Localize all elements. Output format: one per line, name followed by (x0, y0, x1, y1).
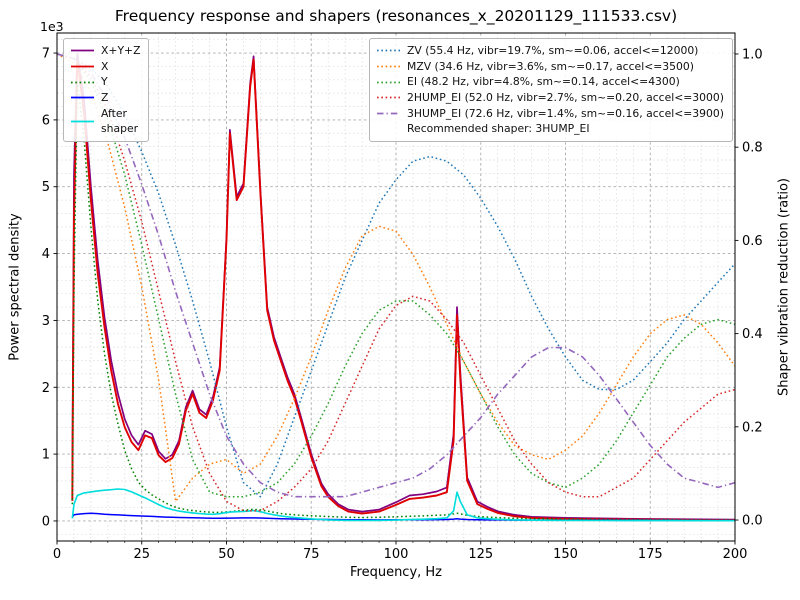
curve-x (71, 58, 735, 522)
legend-item: Y (70, 74, 140, 90)
legend-item: MZV (34.6 Hz, vibr=3.6%, sm~=0.17, accel… (376, 59, 724, 75)
legend-label: 3HUMP_EI (72.6 Hz, vibr=1.4%, sm~=0.16, … (407, 106, 724, 120)
legend-label: ZV (55.4 Hz, vibr=19.7%, sm~=0.06, accel… (407, 44, 699, 57)
legend-item: Z (70, 90, 140, 106)
legend-line-sample (377, 65, 401, 68)
y-left-tick-label: 7 (42, 47, 50, 62)
x-tick-label: 125 (468, 547, 493, 562)
legend-label: After shaper (101, 106, 139, 136)
y-right-tick-label: 1.0 (742, 47, 763, 62)
curves-group (57, 52, 735, 522)
x-tick-label: 0 (53, 547, 61, 562)
legend-label: X+Y+Z (101, 44, 141, 57)
y-left-tick-label: 2 (42, 381, 50, 396)
y-left-tick-label: 0 (42, 514, 50, 529)
legend-line-sample (377, 81, 401, 83)
legend-label: Y (101, 75, 108, 89)
shaper-legend: ZV (55.4 Hz, vibr=19.7%, sm~=0.06, accel… (369, 38, 733, 142)
legend-item: EI (48.2 Hz, vibr=4.8%, sm~=0.14, accel<… (376, 74, 724, 90)
legend-item: 2HUMP_EI (52.0 Hz, vibr=2.7%, sm~=0.20, … (376, 90, 724, 106)
y-axis-label-left: Power spectral density (7, 213, 23, 361)
chart-title: Frequency response and shapers (resonanc… (114, 7, 678, 25)
curve-after-shaper (71, 488, 735, 522)
legend-label: X (101, 59, 109, 73)
x-tick-label: 25 (133, 547, 150, 562)
legend-line-sample (71, 96, 94, 99)
legend-item: X+Y+Z (70, 43, 140, 59)
y-right-tick-label: 0.0 (742, 514, 763, 529)
legend-line-sample (71, 65, 94, 68)
x-tick-label: 50 (218, 547, 235, 562)
legend-spacer (376, 124, 401, 135)
x-tick-label: 75 (303, 547, 320, 562)
y-left-tick-label: 1 (42, 448, 50, 463)
legend-label: EI (48.2 Hz, vibr=4.8%, sm~=0.14, accel<… (407, 75, 680, 89)
curve-ei (57, 53, 735, 498)
legend-line-sample (71, 49, 94, 52)
legend-label: 2HUMP_EI (52.0 Hz, vibr=2.7%, sm~=0.20, … (407, 90, 724, 104)
legend-item: Recommended shaper: 3HUMP_EI (376, 121, 724, 137)
y-left-tick-label: 3 (42, 314, 50, 329)
legend-label: Z (101, 90, 109, 104)
curve-y (71, 79, 735, 521)
curve-mzv (57, 53, 735, 503)
y-axis-label-right: Shaper vibration reduction (ratio) (776, 178, 792, 396)
x-tick-label: 200 (723, 547, 748, 562)
x-tick-label: 175 (638, 547, 663, 562)
psd-legend: X+Y+Z X Y Z After shaper (63, 38, 150, 142)
y-right-tick-label: 0.8 (742, 141, 763, 156)
legend-item: ZV (55.4 Hz, vibr=19.7%, sm~=0.06, accel… (376, 43, 724, 59)
x-tick-label: 100 (384, 547, 409, 562)
legend-label: Recommended shaper: 3HUMP_EI (407, 122, 590, 136)
legend-item: 3HUMP_EI (72.6 Hz, vibr=1.4%, sm~=0.16, … (376, 106, 724, 122)
x-axis-label: Frequency, Hz (349, 565, 443, 580)
curve-z (71, 512, 735, 522)
x-tick-label: 150 (553, 547, 578, 562)
legend-line-sample (377, 96, 401, 99)
legend-label: MZV (34.6 Hz, vibr=3.6%, sm~=0.17, accel… (407, 59, 694, 73)
y-left-tick-label: 5 (42, 180, 50, 195)
legend-item: X (70, 59, 140, 75)
y-axis-offset-text: 1e3 (40, 19, 64, 34)
y-right-tick-label: 0.6 (742, 234, 763, 249)
legend-line-sample (377, 112, 401, 115)
legend-item: After shaper (70, 106, 140, 137)
y-left-tick-label: 4 (42, 247, 50, 262)
legend-line-sample (71, 81, 94, 83)
y-right-tick-label: 0.2 (742, 420, 763, 435)
legend-line-sample (71, 120, 94, 123)
y-right-tick-label: 0.4 (742, 327, 763, 342)
curve-3hump-ei (57, 53, 735, 498)
legend-line-sample (377, 49, 401, 52)
y-left-tick-label: 6 (42, 113, 50, 128)
